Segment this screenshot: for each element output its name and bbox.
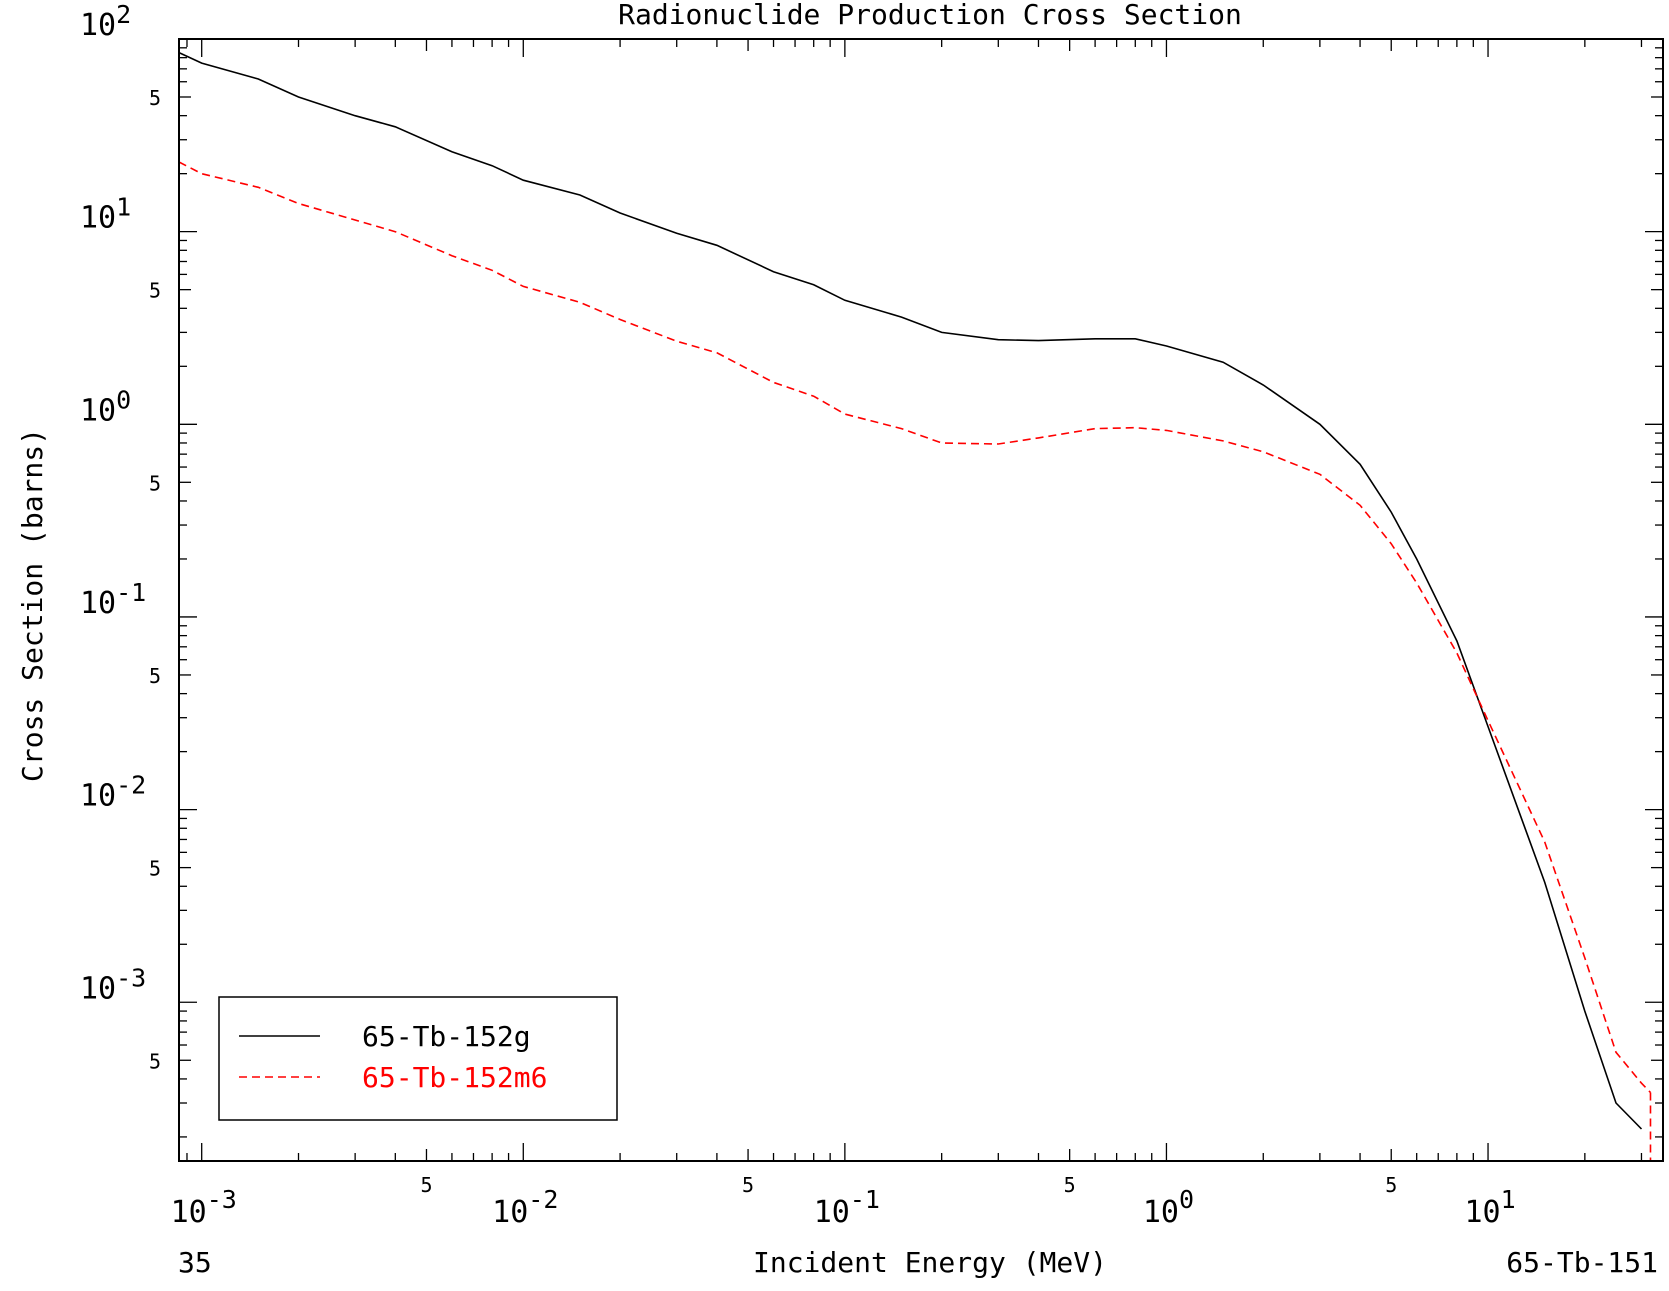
x-tick-label: 101 [1464,1185,1515,1230]
legend-label-series-1: 65-Tb-152m6 [362,1061,547,1094]
x-tick-label: 10-3 [171,1185,237,1230]
y-tick-label: 102 [80,0,131,43]
legend-box [218,996,618,1121]
y-minor-tick-label: 5 [149,1049,161,1073]
x-tick-label: 100 [1143,1185,1194,1230]
axis-ticks [179,38,1663,1161]
y-minor-tick-label: 5 [149,857,161,881]
y-axis-label: Cross Section (barns) [16,428,49,782]
series-line-0 [178,51,1643,1130]
x-tick-label: 10-2 [492,1185,558,1230]
x-tick-label: 10-1 [814,1185,880,1230]
legend: 65-Tb-152g 65-Tb-152m6 [218,996,618,1121]
series-line-1 [178,161,1652,1094]
x-axis-label: Incident Energy (MeV) [753,1246,1107,1279]
y-tick-label: 100 [80,385,131,428]
y-minor-tick-label: 5 [149,471,161,495]
y-tick-label: 101 [80,193,131,236]
plot-frame [178,38,1664,1162]
axis-tick-labels: 10-3 10-2 10-1 100 101 5 5 5 5 102 101 100 10-1 10-2 1… [80,0,1516,1230]
series-layer [178,51,1652,1161]
legend-label-series-0: 65-Tb-152g [362,1020,531,1053]
x-minor-tick-label: 5 [1064,1173,1076,1197]
footer-right-label: 65-Tb-151 [1506,1246,1658,1279]
x-minor-tick-label: 5 [1385,1173,1397,1197]
footer-left-label: 35 [178,1246,212,1279]
x-minor-tick-label: 5 [420,1173,432,1197]
y-minor-tick-label: 5 [149,664,161,688]
y-minor-tick-label: 5 [149,86,161,110]
y-axis-label-group: Cross Section (barns) [16,428,49,782]
x-minor-tick-label: 5 [742,1173,754,1197]
y-tick-label: 10-1 [80,578,146,621]
y-tick-label: 10-2 [80,771,146,814]
chart-title: Radionuclide Production Cross Section [618,0,1242,31]
y-tick-label: 10-3 [80,963,146,1006]
y-minor-tick-label: 5 [149,279,161,303]
